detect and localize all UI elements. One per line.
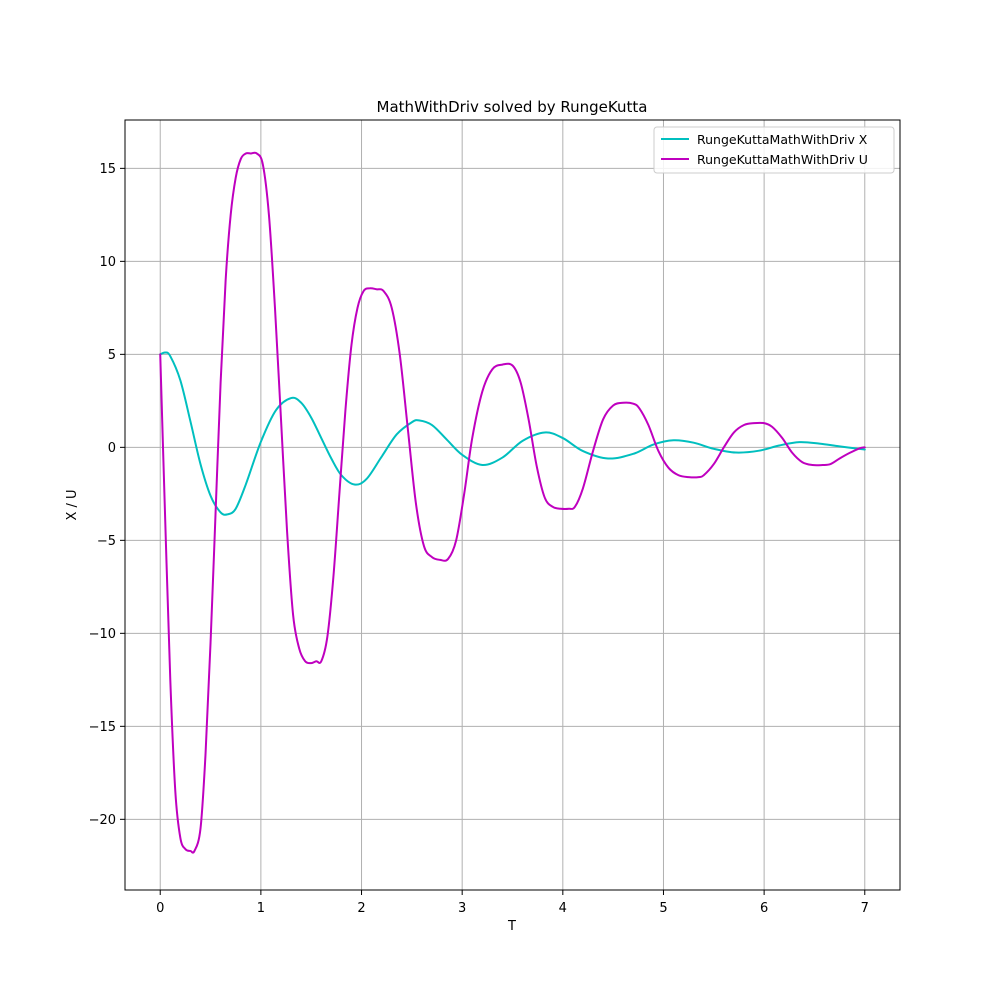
legend: RungeKuttaMathWithDriv X RungeKuttaMathW… xyxy=(653,126,895,174)
x-axis-label: T xyxy=(507,919,516,934)
x-tick-label: 7 xyxy=(861,901,869,916)
x-tick-label: 2 xyxy=(357,901,365,916)
x-tick-label: 4 xyxy=(559,901,567,916)
x-tick-label: 0 xyxy=(156,901,164,916)
x-tick-label: 1 xyxy=(257,901,265,916)
x-tick-label: 6 xyxy=(760,901,768,916)
legend-box xyxy=(653,126,895,174)
series-x-line xyxy=(159,351,866,516)
series-u-line xyxy=(159,151,866,854)
y-tick-label: −20 xyxy=(89,813,116,828)
plot-lines xyxy=(159,151,866,854)
y-tick-label: 15 xyxy=(99,162,116,177)
legend-label-x: RungeKuttaMathWithDriv X xyxy=(697,132,868,147)
ticks: 0 1 2 3 4 5 6 7 −20 −15 −10 −5 0 5 10 15 xyxy=(89,162,869,916)
y-tick-label: 5 xyxy=(108,348,116,363)
y-tick-label: −5 xyxy=(97,534,116,549)
y-tick-label: −10 xyxy=(89,627,116,642)
legend-label-u: RungeKuttaMathWithDriv U xyxy=(697,152,868,167)
y-tick-label: 0 xyxy=(108,441,116,456)
x-tick-label: 5 xyxy=(659,901,667,916)
axes-frame xyxy=(124,119,901,891)
y-axis-label: X / U xyxy=(65,489,80,520)
x-tick-label: 3 xyxy=(458,901,466,916)
chart-title: MathWithDriv solved by RungeKutta xyxy=(377,98,648,116)
grid xyxy=(125,120,900,890)
y-tick-label: −15 xyxy=(89,720,116,735)
y-tick-label: 10 xyxy=(99,255,116,270)
